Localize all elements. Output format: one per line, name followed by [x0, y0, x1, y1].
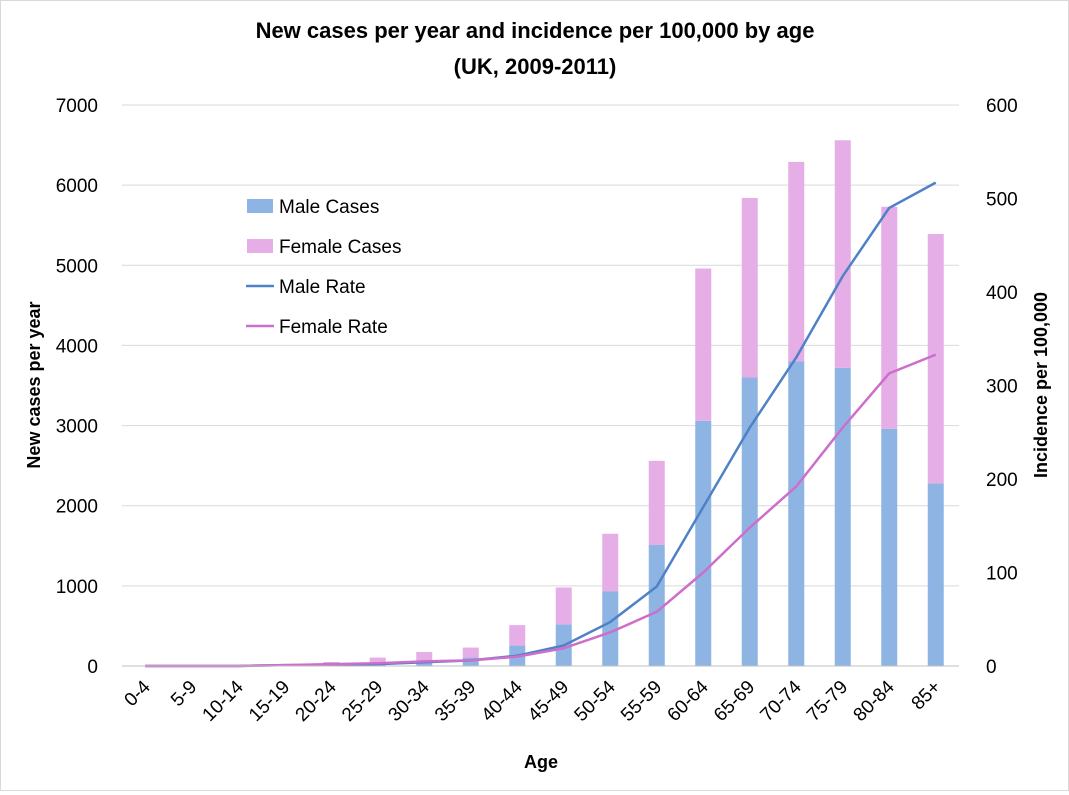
y-axis-title: New cases per year — [24, 301, 44, 468]
bar — [602, 534, 618, 592]
y2-tick-label: 0 — [986, 657, 997, 678]
bar — [742, 198, 758, 378]
chart-subtitle: (UK, 2009-2011) — [454, 54, 617, 79]
x-tick-label: 30-34 — [385, 676, 435, 726]
x-tick-label: 80-84 — [850, 676, 900, 726]
x-tick-label: 0-4 — [121, 676, 156, 711]
y2-tick-label: 100 — [986, 564, 1018, 585]
y2-axis-title: Incidence per 100,000 — [1031, 292, 1051, 478]
x-tick-label: 50-54 — [571, 676, 621, 726]
bar — [835, 368, 851, 666]
x-tick-label: 55-59 — [617, 677, 666, 726]
grid-lines — [122, 105, 959, 586]
line-group — [145, 183, 936, 666]
y2-tick-label: 200 — [986, 470, 1018, 491]
x-tick-label: 5-9 — [167, 677, 201, 711]
x-tick-label: 40-44 — [478, 676, 528, 726]
x-axis-title: Age — [524, 752, 558, 772]
x-tick-label: 10-14 — [199, 676, 249, 726]
bar — [928, 483, 944, 666]
bar — [416, 652, 432, 661]
series-line — [145, 183, 936, 666]
legend-label: Female Cases — [279, 237, 402, 258]
x-tick-label: 35-39 — [431, 677, 480, 726]
x-tick-label: 25-29 — [338, 677, 387, 726]
bar — [788, 361, 804, 666]
y2-tick-label: 600 — [986, 96, 1018, 117]
legend-label: Female Rate — [279, 317, 388, 338]
y-tick-label: 7000 — [56, 96, 98, 117]
legend-swatch — [247, 239, 273, 253]
bar — [695, 421, 711, 666]
chart-title: New cases per year and incidence per 100… — [256, 18, 815, 43]
y2-tick-label: 400 — [986, 283, 1018, 304]
x-tick-label: 45-49 — [524, 677, 573, 726]
x-tick-label: 70-74 — [757, 676, 807, 726]
y2-tick-label: 500 — [986, 190, 1018, 211]
y-tick-label: 0 — [87, 657, 98, 678]
bar-group — [137, 140, 944, 666]
bar — [695, 268, 711, 420]
y-tick-label: 4000 — [56, 336, 98, 357]
series-line — [145, 355, 936, 666]
bar — [928, 234, 944, 483]
bar — [463, 648, 479, 658]
axes: 0 1000 2000 3000 4000 5000 6000 7000 0 100 200 300 4… — [56, 96, 1018, 726]
x-tick-label: 65-69 — [710, 677, 759, 726]
x-tick-label: 20-24 — [292, 676, 342, 726]
x-tick-label: 60-64 — [664, 676, 714, 726]
legend-label: Male Cases — [279, 197, 379, 218]
legend-label: Male Rate — [279, 277, 366, 298]
bar — [788, 162, 804, 362]
legend: Male Cases Female Cases Male Rate Female Ra… — [246, 197, 402, 338]
bar — [881, 429, 897, 666]
y-tick-label: 6000 — [56, 176, 98, 197]
bar — [881, 207, 897, 429]
y-tick-label: 1000 — [56, 577, 98, 598]
bar — [556, 587, 572, 624]
bar — [509, 625, 525, 645]
y-tick-label: 2000 — [56, 497, 98, 518]
legend-swatch — [247, 199, 273, 213]
y-tick-label: 3000 — [56, 417, 98, 438]
x-tick-label: 15-19 — [245, 677, 294, 726]
bar — [649, 461, 665, 545]
x-tick-label: 85+ — [908, 677, 946, 715]
bar — [835, 140, 851, 368]
y-tick-label: 5000 — [56, 256, 98, 277]
x-tick-label: 75-79 — [803, 677, 852, 726]
y2-tick-label: 300 — [986, 377, 1018, 398]
